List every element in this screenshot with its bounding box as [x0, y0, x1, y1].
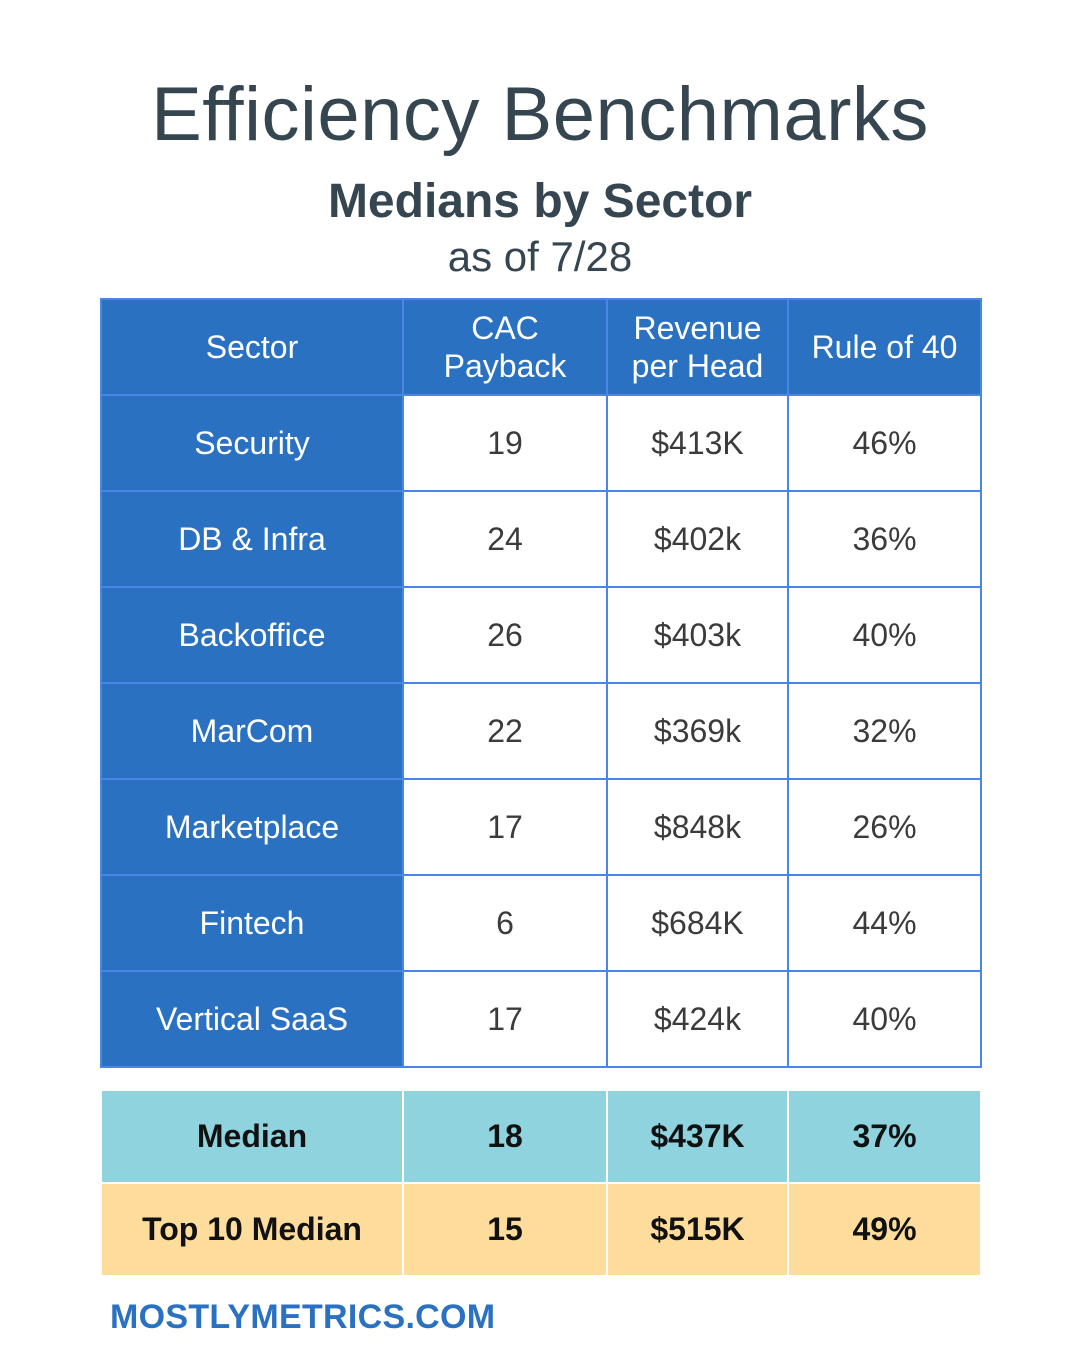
cac-payback-cell: 26	[402, 586, 608, 684]
revenue-per-head-cell: $402k	[606, 490, 789, 588]
table-body: Security 19 $413K 46% DB & Infra 24 $402k 36% Ba…	[100, 394, 982, 1068]
revenue-per-head-cell: $369k	[606, 682, 789, 780]
rule-of-40-cell: 46%	[787, 394, 982, 492]
sector-cell: Fintech	[100, 874, 404, 972]
rule-of-40-cell: 49%	[787, 1182, 982, 1277]
rule-of-40-cell: 40%	[787, 970, 982, 1068]
summary-label-cell: Top 10 Median	[100, 1182, 404, 1277]
cac-payback-cell: 18	[402, 1089, 608, 1184]
column-header-text: Revenue	[633, 310, 762, 346]
cac-payback-cell: 15	[402, 1182, 608, 1277]
revenue-per-head-cell: $437K	[606, 1089, 789, 1184]
top-10-median-row: Top 10 Median 15 $515K 49%	[100, 1182, 982, 1277]
revenue-per-head-cell: $413K	[606, 394, 789, 492]
page-title: Efficiency Benchmarks	[151, 72, 929, 157]
table-row: Vertical SaaS 17 $424k 40%	[100, 970, 982, 1068]
summary-body: Median 18 $437K 37% Top 10 Median 15 $515K 49%	[100, 1089, 982, 1277]
sector-cell: Security	[100, 394, 404, 492]
benchmarks-table: Sector CAC Payback Revenue per Head Rule o…	[100, 298, 982, 1068]
rule-of-40-cell: 26%	[787, 778, 982, 876]
cac-payback-cell: 17	[402, 970, 608, 1068]
table-row: Fintech 6 $684K 44%	[100, 874, 982, 972]
column-header-cac-payback: CAC Payback	[402, 298, 608, 396]
brand-footer[interactable]: MOSTLYMETRICS.COM	[110, 1298, 496, 1336]
cac-payback-cell: 17	[402, 778, 608, 876]
summary-table: Median 18 $437K 37% Top 10 Median 15 $515K 49%	[100, 1089, 982, 1277]
sector-cell: MarCom	[100, 682, 404, 780]
sector-cell: Backoffice	[100, 586, 404, 684]
rule-of-40-cell: 37%	[787, 1089, 982, 1184]
table-row: Security 19 $413K 46%	[100, 394, 982, 492]
revenue-per-head-cell: $684K	[606, 874, 789, 972]
cac-payback-cell: 6	[402, 874, 608, 972]
summary-label-cell: Median	[100, 1089, 404, 1184]
column-header-text: Rule of 40	[811, 329, 958, 365]
as-of-date: as of 7/28	[447, 233, 633, 280]
cac-payback-cell: 22	[402, 682, 608, 780]
rule-of-40-cell: 40%	[787, 586, 982, 684]
column-header-sector: Sector	[100, 298, 404, 396]
table-row: Marketplace 17 $848k 26%	[100, 778, 982, 876]
sector-cell: Marketplace	[100, 778, 404, 876]
revenue-per-head-cell: $403k	[606, 586, 789, 684]
column-header-text: per Head	[631, 348, 764, 384]
column-header-text: Sector	[205, 329, 299, 365]
cac-payback-cell: 19	[402, 394, 608, 492]
rule-of-40-cell: 44%	[787, 874, 982, 972]
page-subtitle: Medians by Sector	[327, 175, 753, 228]
revenue-per-head-cell: $515K	[606, 1182, 789, 1277]
rule-of-40-cell: 32%	[787, 682, 982, 780]
column-header-revenue-per-head: Revenue per Head	[606, 298, 789, 396]
sector-cell: DB & Infra	[100, 490, 404, 588]
table-row: Backoffice 26 $403k 40%	[100, 586, 982, 684]
column-header-text: CAC	[471, 310, 539, 346]
revenue-per-head-cell: $424k	[606, 970, 789, 1068]
column-header-text: Payback	[443, 348, 567, 384]
table-row: MarCom 22 $369k 32%	[100, 682, 982, 780]
rule-of-40-cell: 36%	[787, 490, 982, 588]
sector-cell: Vertical SaaS	[100, 970, 404, 1068]
median-row: Median 18 $437K 37%	[100, 1089, 982, 1184]
table-row: DB & Infra 24 $402k 36%	[100, 490, 982, 588]
column-header-rule-of-40: Rule of 40	[787, 298, 982, 396]
table-header-row: Sector CAC Payback Revenue per Head Rule o…	[100, 298, 982, 396]
cac-payback-cell: 24	[402, 490, 608, 588]
revenue-per-head-cell: $848k	[606, 778, 789, 876]
